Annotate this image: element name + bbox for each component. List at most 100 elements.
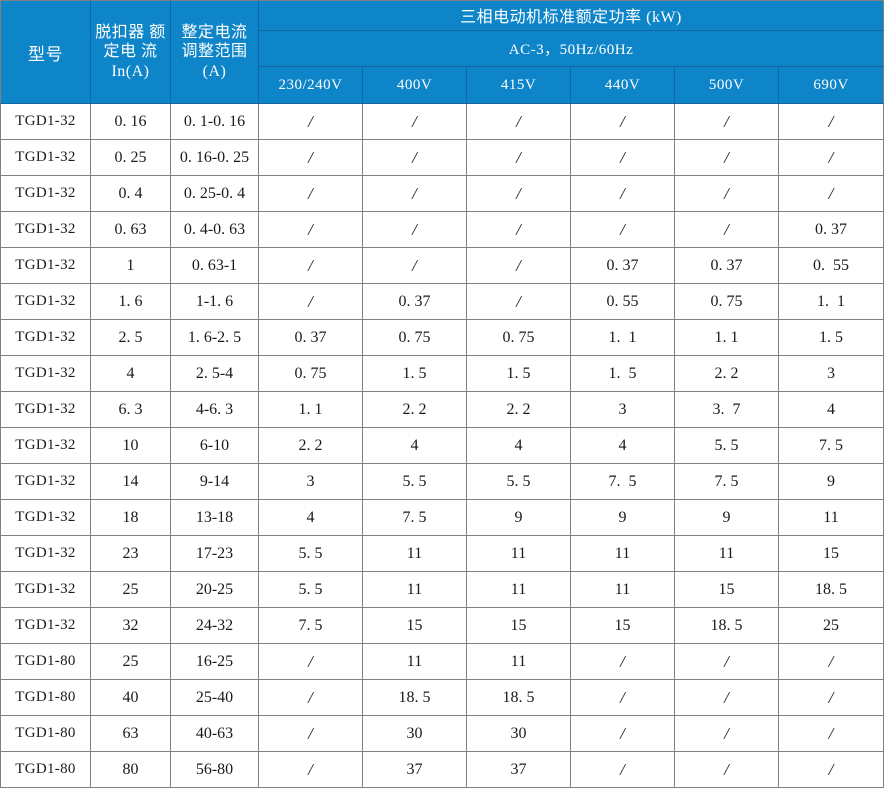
cell-power-415v: 4 xyxy=(466,427,571,464)
cell-power-400v: 1. 5 xyxy=(362,355,467,392)
cell-setting-range: 56-80 xyxy=(170,751,259,788)
column-header-voltage-500v: 500V xyxy=(674,66,779,104)
cell-power-500v: / xyxy=(674,211,779,248)
table-row: TGD1-32 0. 63 0. 4-0. 63// / //0. 37 xyxy=(0,211,884,248)
cell-power-500v: 18. 5 xyxy=(674,607,779,644)
column-header-voltage-400v: 400V xyxy=(362,66,467,104)
cell-power-400v: / xyxy=(362,247,467,284)
cell-model: TGD1-80 xyxy=(0,643,91,680)
cell-power-440v: / xyxy=(570,715,675,752)
cell-power-690v: / xyxy=(777,643,884,680)
cell-power-500v: 0. 37 xyxy=(674,247,779,284)
cell-power-400v: 5. 5 xyxy=(362,463,467,500)
column-header-trip-current: 脱扣器 额定电 流 In(A) xyxy=(90,0,171,104)
table-row: TGD1-80 25 16-25/11 11// / xyxy=(0,643,884,680)
cell-power-415v: 11 xyxy=(466,643,571,680)
cell-power-690v: 9 xyxy=(777,463,884,500)
cell-power-230-240v: 2. 2 xyxy=(258,427,363,464)
cell-model: TGD1-32 xyxy=(0,247,91,284)
cell-model: TGD1-80 xyxy=(0,715,91,752)
cell-model: TGD1-32 xyxy=(0,499,91,536)
cell-power-500v: 1. 1 xyxy=(674,319,779,356)
cell-power-440v: / xyxy=(570,679,675,716)
cell-power-415v: 9 xyxy=(466,499,571,536)
cell-power-230-240v: 0. 75 xyxy=(258,355,363,392)
cell-model: TGD1-32 xyxy=(0,571,91,608)
column-header-voltage-230-240v: 230/240V xyxy=(258,66,363,104)
column-header-voltage-690v: 690V xyxy=(777,66,884,104)
cell-setting-range: 1-1. 6 xyxy=(170,283,259,320)
cell-power-415v: 37 xyxy=(466,751,571,788)
cell-power-415v: 5. 5 xyxy=(466,463,571,500)
cell-power-500v: / xyxy=(674,715,779,752)
cell-setting-range: 6-10 xyxy=(170,427,259,464)
cell-power-440v: 9 xyxy=(570,499,675,536)
cell-power-400v: 7. 5 xyxy=(362,499,467,536)
cell-power-690v: 0. 37 xyxy=(777,211,884,248)
cell-trip-current: 14 xyxy=(90,463,171,500)
cell-power-500v: 2. 2 xyxy=(674,355,779,392)
cell-power-500v: 0. 75 xyxy=(674,283,779,320)
cell-model: TGD1-32 xyxy=(0,319,91,356)
cell-trip-current: 23 xyxy=(90,535,171,572)
cell-power-415v: 1. 5 xyxy=(466,355,571,392)
cell-trip-current: 80 xyxy=(90,751,171,788)
cell-trip-current: 18 xyxy=(90,499,171,536)
cell-power-400v: 0. 37 xyxy=(362,283,467,320)
cell-trip-current: 0. 25 xyxy=(90,139,171,176)
table-row: TGD1-32 18 13-18 4 7. 5 9 9 9 11 xyxy=(0,499,884,536)
cell-power-440v: / xyxy=(570,103,675,140)
cell-power-690v: 25 xyxy=(777,607,884,644)
cell-power-415v: / xyxy=(466,139,571,176)
cell-power-440v: 1. 5 xyxy=(570,355,675,392)
cell-trip-current: 0. 4 xyxy=(90,175,171,212)
cell-power-230-240v: / xyxy=(258,103,363,140)
cell-setting-range: 1. 6-2. 5 xyxy=(170,319,259,356)
cell-power-230-240v: 0. 37 xyxy=(258,319,363,356)
cell-power-400v: / xyxy=(362,211,467,248)
cell-power-415v: 30 xyxy=(466,715,571,752)
cell-model: TGD1-32 xyxy=(0,607,91,644)
cell-setting-range: 0. 63-1 xyxy=(170,247,259,284)
cell-trip-current: 25 xyxy=(90,571,171,608)
cell-power-500v: 7. 5 xyxy=(674,463,779,500)
cell-setting-range: 0. 25-0. 4 xyxy=(170,175,259,212)
cell-power-230-240v: 4 xyxy=(258,499,363,536)
cell-setting-range: 13-18 xyxy=(170,499,259,536)
cell-setting-range: 0. 1-0. 16 xyxy=(170,103,259,140)
cell-power-690v: 1. 1 xyxy=(777,283,884,320)
table-row: TGD1-32 1. 6 1-1. 6/0. 37/0. 55 0. 75 1. 1 xyxy=(0,283,884,320)
cell-model: TGD1-32 xyxy=(0,427,91,464)
header-row-group-title: 型号 脱扣器 额定电 流 In(A) 整定电流 调整范围 (A) 三相电动机标准… xyxy=(0,0,884,104)
cell-power-415v: / xyxy=(466,175,571,212)
cell-power-440v: / xyxy=(570,175,675,212)
cell-power-440v: / xyxy=(570,643,675,680)
cell-model: TGD1-32 xyxy=(0,103,91,140)
cell-power-440v: / xyxy=(570,211,675,248)
table-row: TGD1-32 23 17-23 5. 5 11 11 11 11 15 xyxy=(0,535,884,572)
cell-setting-range: 0. 4-0. 63 xyxy=(170,211,259,248)
cell-model: TGD1-32 xyxy=(0,535,91,572)
cell-power-230-240v: / xyxy=(258,175,363,212)
cell-setting-range: 17-23 xyxy=(170,535,259,572)
cell-trip-current: 25 xyxy=(90,643,171,680)
cell-power-500v: / xyxy=(674,175,779,212)
cell-model: TGD1-80 xyxy=(0,679,91,716)
cell-power-690v: / xyxy=(777,175,884,212)
cell-power-440v: / xyxy=(570,139,675,176)
table-row: TGD1-32 10 6-10 2. 2 4 4 4 5. 5 7. 5 xyxy=(0,427,884,464)
table-row: TGD1-32 0. 25 0. 16-0. 25// / / / / xyxy=(0,139,884,176)
table-row: TGD1-32 0. 16 0. 1-0. 16// / / / / xyxy=(0,103,884,140)
cell-setting-range: 40-63 xyxy=(170,715,259,752)
cell-power-400v: 4 xyxy=(362,427,467,464)
cell-setting-range: 25-40 xyxy=(170,679,259,716)
cell-power-500v: / xyxy=(674,643,779,680)
cell-trip-current: 1. 6 xyxy=(90,283,171,320)
cell-setting-range: 2. 5-4 xyxy=(170,355,259,392)
cell-setting-range: 24-32 xyxy=(170,607,259,644)
cell-setting-range: 9-14 xyxy=(170,463,259,500)
header-row-group-subtitle: AC-3，50Hz/60Hz xyxy=(1,29,884,68)
